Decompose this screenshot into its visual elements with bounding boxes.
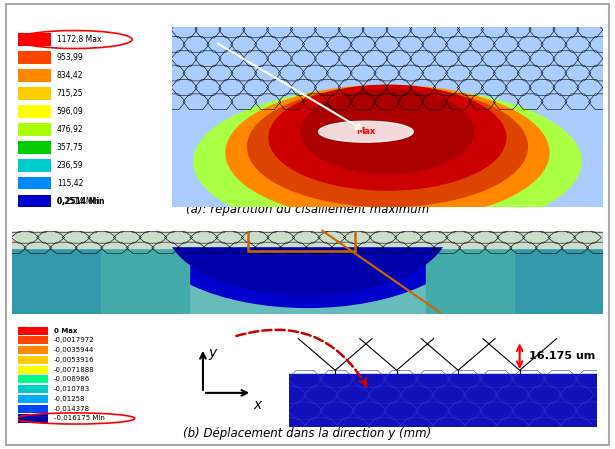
Bar xyxy=(12,231,101,314)
Bar xyxy=(426,231,514,314)
Bar xyxy=(18,105,51,118)
Bar xyxy=(18,51,51,64)
Text: -0,010783: -0,010783 xyxy=(54,386,90,392)
Text: 715,25: 715,25 xyxy=(57,89,83,98)
Ellipse shape xyxy=(166,157,449,295)
Bar xyxy=(18,395,48,403)
Ellipse shape xyxy=(226,85,549,220)
Bar xyxy=(514,231,603,314)
Bar xyxy=(18,141,51,154)
Bar xyxy=(18,346,48,354)
Text: x: x xyxy=(254,398,262,412)
Text: -0,014378: -0,014378 xyxy=(54,406,90,412)
Bar xyxy=(18,375,48,383)
Text: 476,92: 476,92 xyxy=(57,125,84,134)
Text: -0,0053916: -0,0053916 xyxy=(54,357,94,363)
Text: 834,42: 834,42 xyxy=(57,71,83,80)
Bar xyxy=(248,229,355,251)
Text: -0,0071888: -0,0071888 xyxy=(54,367,94,373)
Text: 0 Max: 0 Max xyxy=(54,328,77,334)
Bar xyxy=(18,405,48,413)
FancyBboxPatch shape xyxy=(6,4,609,445)
Ellipse shape xyxy=(269,85,506,190)
Ellipse shape xyxy=(301,90,474,174)
Bar xyxy=(18,123,51,136)
Bar xyxy=(18,356,48,364)
Bar xyxy=(18,385,48,393)
Text: Max: Max xyxy=(356,127,376,136)
Text: -0,0017972: -0,0017972 xyxy=(54,337,94,343)
Text: -0,008986: -0,008986 xyxy=(54,376,90,383)
Ellipse shape xyxy=(194,87,581,237)
Ellipse shape xyxy=(319,121,413,142)
Text: (a): répartition du cisaillement maximum: (a): répartition du cisaillement maximum xyxy=(186,203,429,216)
Bar xyxy=(18,195,51,207)
Ellipse shape xyxy=(145,155,470,308)
Bar xyxy=(289,374,597,427)
Bar xyxy=(18,414,48,423)
Text: 953,99: 953,99 xyxy=(57,53,84,62)
Text: -0,016175 Min: -0,016175 Min xyxy=(54,415,105,422)
Text: 16.175 um: 16.175 um xyxy=(529,351,595,361)
Text: -0,0035944: -0,0035944 xyxy=(54,347,94,353)
Text: 0,2514 Min: 0,2514 Min xyxy=(57,197,100,206)
Text: y: y xyxy=(208,346,217,360)
Bar xyxy=(18,365,48,374)
Bar xyxy=(12,229,603,248)
Text: 596,09: 596,09 xyxy=(57,107,84,116)
Bar xyxy=(101,231,189,314)
Bar xyxy=(18,159,51,172)
Bar xyxy=(12,231,603,248)
Ellipse shape xyxy=(247,87,528,207)
Bar xyxy=(18,177,51,189)
Text: 1172,8 Max: 1172,8 Max xyxy=(57,35,101,44)
Bar xyxy=(18,336,48,344)
Bar xyxy=(12,231,603,247)
Text: 236,59: 236,59 xyxy=(57,161,84,170)
Text: 0,2514 Min: 0,2514 Min xyxy=(57,197,105,206)
Bar xyxy=(18,87,51,100)
Text: 115,42: 115,42 xyxy=(57,179,83,188)
Text: 357,75: 357,75 xyxy=(57,143,84,152)
Bar xyxy=(289,321,597,374)
Bar xyxy=(18,326,48,335)
Text: (b) Déplacement dans la direction y (mm): (b) Déplacement dans la direction y (mm) xyxy=(183,427,432,440)
Bar xyxy=(18,33,51,46)
Text: -0,01258: -0,01258 xyxy=(54,396,85,402)
Bar xyxy=(18,69,51,82)
